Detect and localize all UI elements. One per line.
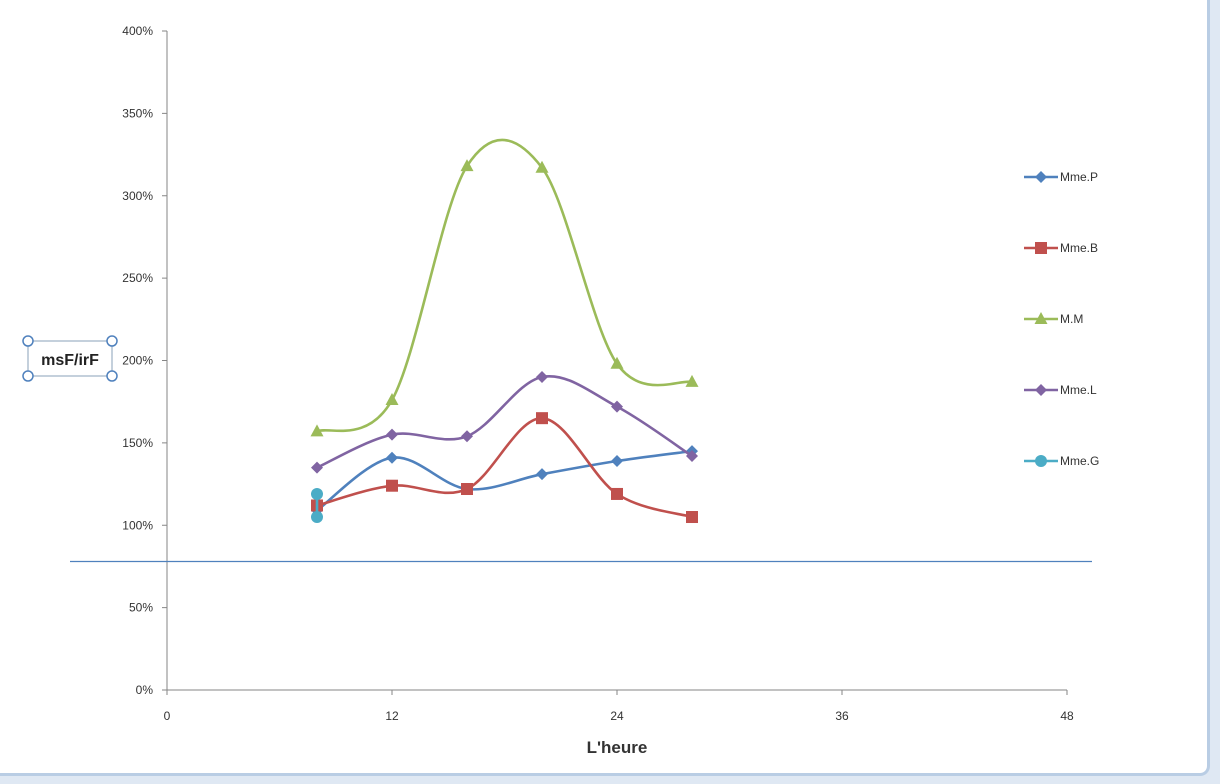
data-point-mme-l bbox=[461, 430, 473, 443]
data-point-m-m bbox=[685, 374, 699, 387]
resize-handle-bottom-right[interactable] bbox=[106, 370, 118, 382]
series-line-mme-p bbox=[315, 449, 694, 512]
resize-handle-top-left[interactable] bbox=[22, 335, 34, 347]
data-point-mme-l bbox=[536, 370, 548, 383]
data-point-m-m bbox=[535, 160, 549, 173]
data-point-mme-l bbox=[611, 400, 623, 413]
legend-label: M.M bbox=[1060, 312, 1083, 326]
data-point-mme-b bbox=[686, 511, 698, 524]
series-mme-b bbox=[311, 412, 698, 524]
series-mme-g bbox=[311, 487, 323, 524]
data-point-mme-p bbox=[536, 468, 548, 481]
data-point-mme-g bbox=[311, 511, 323, 524]
legend-label: Mme.L bbox=[1060, 383, 1097, 397]
legend-label: Mme.B bbox=[1060, 241, 1098, 255]
data-point-mme-p bbox=[386, 451, 398, 464]
legend-item-mme-g: Mme.G bbox=[1024, 454, 1099, 468]
legend-swatch-marker bbox=[1035, 455, 1047, 467]
legend-item-mme-p: Mme.P bbox=[1024, 170, 1098, 184]
series-mme-l bbox=[311, 370, 698, 474]
x-tick-label: 48 bbox=[1060, 709, 1074, 723]
data-point-mme-b bbox=[386, 479, 398, 492]
series-line-mme-b bbox=[315, 416, 694, 519]
y-tick-label: 150% bbox=[122, 436, 153, 450]
legend: Mme.P Mme.B M.M Mme.L Mme.G bbox=[1024, 170, 1099, 468]
legend-swatch-marker bbox=[1035, 171, 1047, 183]
data-point-m-m bbox=[310, 424, 324, 437]
legend-item-mme-l: Mme.L bbox=[1024, 383, 1097, 397]
y-tick-label: 250% bbox=[122, 271, 153, 285]
y-tick-label: 350% bbox=[122, 106, 153, 120]
legend-item-mme-b: Mme.B bbox=[1024, 241, 1098, 255]
data-point-mme-b bbox=[461, 483, 473, 496]
series-m-m bbox=[310, 138, 699, 437]
axes: 0% 50% 100% 150% 200% 250% 300% 350% 400% 0 12 24 36… bbox=[70, 24, 1092, 723]
y-tick-label: 200% bbox=[122, 354, 153, 368]
data-point-mme-b bbox=[536, 412, 548, 425]
x-tick-label: 12 bbox=[385, 709, 399, 723]
y-axis-title: msF/irF bbox=[41, 352, 99, 369]
data-point-m-m bbox=[385, 393, 399, 406]
data-point-mme-p bbox=[611, 454, 623, 467]
legend-item-m-m: M.M bbox=[1024, 312, 1083, 326]
legend-swatch-marker bbox=[1035, 242, 1047, 254]
legend-label: Mme.P bbox=[1060, 170, 1098, 184]
data-point-mme-l bbox=[686, 450, 698, 463]
x-tick-label: 36 bbox=[835, 709, 849, 723]
y-tick-label: 300% bbox=[122, 189, 153, 203]
y-tick-label: 50% bbox=[129, 601, 153, 615]
y-tick-label: 0% bbox=[136, 683, 154, 697]
resize-handle-top-right[interactable] bbox=[106, 335, 118, 347]
series-line-m-m bbox=[315, 138, 694, 433]
data-point-mme-l bbox=[386, 428, 398, 441]
y-axis-title-box[interactable]: msF/irF bbox=[22, 335, 118, 382]
series-layer bbox=[310, 138, 699, 524]
series-line-mme-l bbox=[315, 374, 694, 469]
resize-handle-bottom-left[interactable] bbox=[22, 370, 34, 382]
y-tick-label: 100% bbox=[122, 518, 153, 532]
y-tick-label: 400% bbox=[122, 24, 153, 38]
legend-swatch-marker bbox=[1034, 312, 1048, 324]
data-point-mme-b bbox=[611, 487, 623, 500]
x-axis-title: L'heure bbox=[587, 738, 648, 757]
data-point-mme-g bbox=[311, 487, 323, 500]
data-point-mme-l bbox=[311, 461, 323, 474]
y-axis-title-frame bbox=[27, 340, 113, 377]
legend-label: Mme.G bbox=[1060, 454, 1099, 468]
x-tick-label: 24 bbox=[610, 709, 624, 723]
data-point-m-m bbox=[610, 356, 624, 369]
legend-swatch-marker bbox=[1035, 384, 1047, 396]
data-point-m-m bbox=[460, 159, 474, 172]
x-tick-label: 0 bbox=[164, 709, 171, 723]
